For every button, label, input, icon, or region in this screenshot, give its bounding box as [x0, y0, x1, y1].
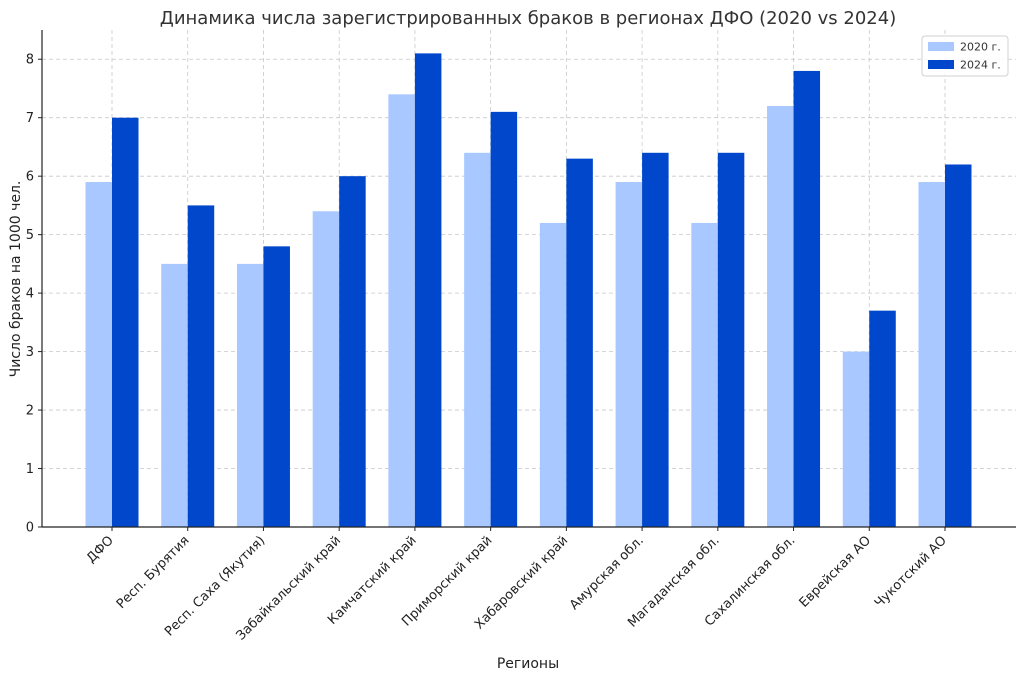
- bar-2024-4: [414, 53, 442, 527]
- x-axis-label: Регионы: [497, 656, 559, 672]
- y-ticks: 0 1 2 3 4 5 6 7 8: [26, 53, 42, 536]
- bar-2020-10: [842, 351, 870, 527]
- legend: 2020 г. 2024 г.: [921, 35, 1009, 77]
- bar-2024-7: [642, 152, 669, 527]
- y-tick-label-1: 1: [26, 462, 34, 477]
- bars: [85, 53, 972, 528]
- bar-2024-0: [112, 117, 139, 528]
- y-tick-label-0: 0: [26, 521, 34, 536]
- bar-2024-5: [490, 111, 518, 527]
- x-tick-label-0: ДФО: [84, 533, 117, 566]
- y-tick-label-3: 3: [26, 345, 34, 360]
- y-tick-label-4: 4: [26, 287, 34, 302]
- legend-swatch-2020: [928, 42, 954, 51]
- axes: [41, 30, 1016, 528]
- chart-title: Динамика числа зарегистрированных браков…: [160, 8, 896, 29]
- bar-2024-6: [566, 158, 593, 527]
- legend-label-2020: 2020 г.: [960, 41, 1001, 54]
- bar-2024-10: [869, 310, 896, 527]
- y-tick-label-6: 6: [26, 170, 34, 185]
- bar-2024-2: [263, 246, 290, 527]
- legend-swatch-2024: [928, 60, 954, 69]
- y-axis-label: Число браков на 1000 чел.: [8, 181, 24, 378]
- bar-2024-11: [945, 164, 972, 527]
- bar-2020-8: [691, 222, 718, 527]
- bar-2020-9: [767, 106, 794, 527]
- bar-2020-1: [161, 263, 188, 527]
- y-tick-label-5: 5: [26, 228, 34, 243]
- x-tick-label-7: Амурская обл.: [567, 533, 647, 613]
- bar-2020-3: [312, 211, 340, 527]
- bar-2024-3: [339, 176, 366, 528]
- legend-label-2024: 2024 г.: [960, 59, 1001, 72]
- bar-2020-5: [464, 152, 491, 527]
- bar-2024-9: [793, 70, 821, 527]
- x-tick-label-10: Еврейская АО: [797, 533, 875, 611]
- y-tick-label-7: 7: [26, 111, 34, 126]
- bar-2024-1: [187, 205, 215, 528]
- bar-2020-2: [236, 263, 264, 527]
- bar-2020-4: [388, 94, 415, 527]
- y-tick-label-2: 2: [26, 404, 34, 419]
- bar-2020-7: [615, 182, 643, 527]
- bar-2020-11: [918, 182, 945, 527]
- bar-2024-8: [717, 152, 745, 527]
- x-tick-label-1: Респ. Бурятия: [114, 533, 193, 612]
- bar-2020-6: [539, 222, 567, 527]
- bar-2020-0: [85, 182, 112, 527]
- y-tick-label-8: 8: [26, 53, 34, 68]
- x-tick-label-11: Чукотский АО: [872, 533, 950, 611]
